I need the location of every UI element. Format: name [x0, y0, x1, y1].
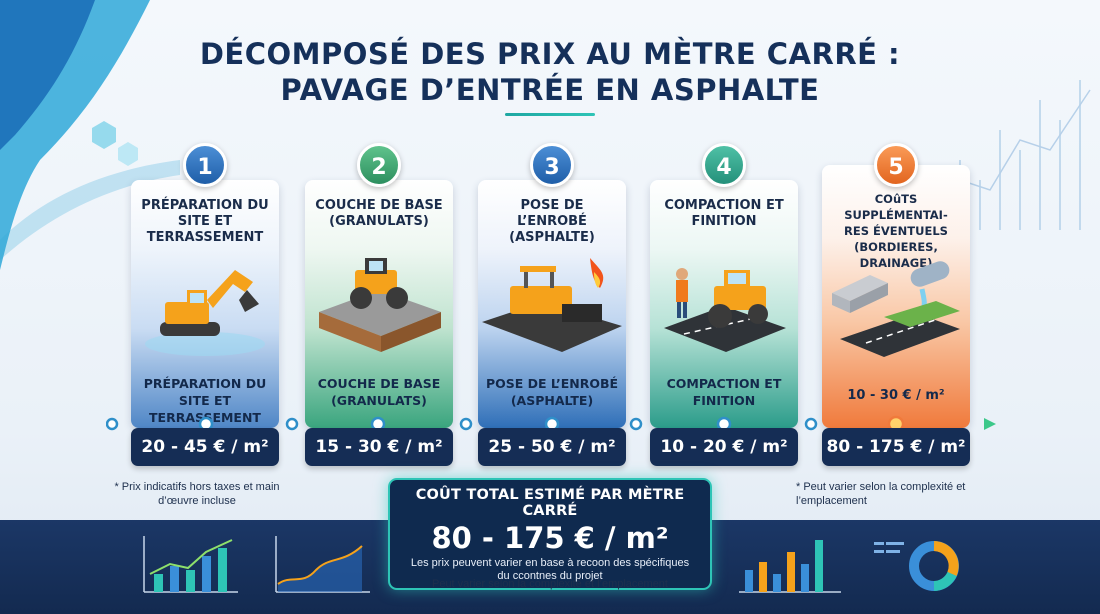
- footnote-right: * Peut varier selon la complexité et l’e…: [796, 481, 966, 507]
- donut-chart-icon: [874, 541, 959, 591]
- excavator-icon: [145, 270, 265, 356]
- step-card-2: COUCHE DE BASE (GRANULATS) COUCHE DE BAS…: [305, 180, 453, 428]
- step-price: 15 - 30 € / m²: [305, 428, 453, 466]
- title-line-1: DÉCOMPOSÉ DES PRIX AU MÈTRE CARRÉ :: [199, 37, 901, 71]
- compactor-icon: [664, 268, 786, 352]
- total-cost-panel: COÛT TOTAL ESTIMÉ PAR MÈTRE CARRÉ 80 - 1…: [388, 478, 712, 590]
- area-chart-icon: [275, 536, 370, 593]
- step-number-badge: 4: [702, 143, 746, 187]
- step-price: 10 - 20 € / m²: [650, 428, 798, 466]
- title-line-2: PAVAGE D’ENTRÉE EN ASPHALTE: [280, 73, 820, 107]
- step-price: 25 - 50 € / m²: [478, 428, 626, 466]
- step-subtitle: COUCHE DE BASE (GRANULATS): [317, 376, 441, 408]
- step-card-1: PRÉPARATION DU SITE ET TERRASSEMENT PRÉP…: [131, 180, 279, 428]
- progress-timeline: [106, 415, 996, 433]
- step-price: 20 - 45 € / m²: [131, 428, 279, 466]
- step-subtitle: COMPACTION ET FINITION: [666, 376, 782, 408]
- step-number-badge: 1: [183, 143, 227, 187]
- step-card-4: COMPACTION ET FINITION COMPACTION ET FIN…: [650, 180, 798, 428]
- step-subtitle: POSE DE L’ENROBÉ (ASPHALTE): [485, 376, 619, 408]
- decorative-corner-shape: [0, 0, 180, 270]
- step-number-badge: 3: [530, 143, 574, 187]
- step-card-3: POSE DE L’ENROBÉ (ASPHALTE) POSE DE L’EN…: [478, 180, 626, 428]
- total-cost-value: 80 - 175 € / m²: [431, 521, 669, 555]
- step-heading: COûTS SUPPLÉMENTAI- RES ÉVENTUELS (BORDI…: [844, 192, 948, 270]
- step-card-5: COûTS SUPPLÉMENTAI- RES ÉVENTUELS (BORDI…: [822, 165, 970, 428]
- total-cost-description: Les prix peuvent varier en base à recoon…: [410, 557, 690, 582]
- step-heading: PRÉPARATION DU SITE ET TERRASSEMENT: [141, 198, 269, 245]
- curb-drainage-icon: [832, 261, 960, 357]
- footnote-left: * Prix indicatifs hors taxes et main d’œ…: [114, 481, 280, 507]
- total-cost-label: COÛT TOTAL ESTIMÉ PAR MÈTRE CARRÉ: [415, 487, 685, 519]
- step-price: 80 - 175 € / m²: [822, 428, 970, 466]
- step-subtitle: 10 - 30 € / m²: [847, 388, 945, 403]
- step-heading: POSE DE L’ENROBÉ (ASPHALTE): [509, 198, 595, 245]
- page-title: DÉCOMPOSÉ DES PRIX AU MÈTRE CARRÉ : PAVA…: [0, 36, 1100, 108]
- footer-note: Peut varier selon la complexité et l’emp…: [431, 578, 668, 590]
- bar-chart-icon-2: [739, 540, 841, 593]
- step-number-badge: 2: [357, 143, 401, 187]
- step-heading: COUCHE DE BASE (GRANULATS): [315, 198, 443, 229]
- step-heading: COMPACTION ET FINITION: [664, 198, 784, 229]
- bar-chart-icon: [143, 536, 238, 593]
- title-underline: [505, 113, 595, 116]
- road-roller-icon: [319, 258, 441, 352]
- asphalt-paver-icon: [482, 258, 622, 352]
- step-number-badge: 5: [874, 143, 918, 187]
